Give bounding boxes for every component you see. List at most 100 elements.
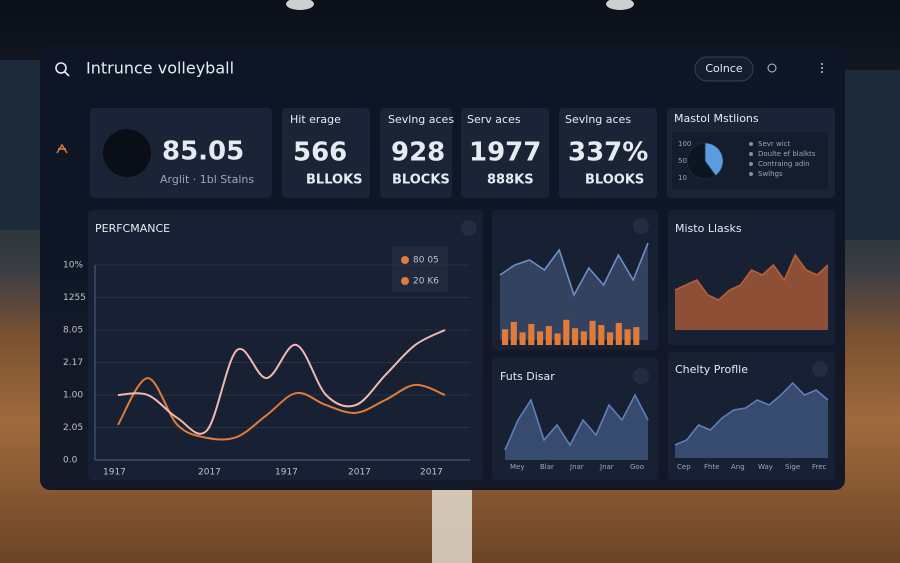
panel-button[interactable]: [633, 218, 649, 234]
bar: [545, 326, 552, 345]
bell-icon[interactable]: [767, 63, 777, 73]
x-tick-label: 1917: [103, 468, 126, 478]
x-tick-label: Ang: [731, 463, 745, 471]
legend-dot: [749, 162, 753, 166]
line-series: [117, 329, 446, 435]
x-tick-label: Jnar: [599, 463, 614, 471]
y-tick-label: 10%: [63, 261, 83, 271]
kpi-value: 928: [391, 138, 445, 168]
x-tick-label: Mey: [510, 463, 525, 471]
legend-dot: [749, 152, 753, 156]
card-title: Mastol Mstlions: [674, 112, 759, 125]
app-title: Intrunce volleyball: [86, 59, 234, 78]
area-line: [504, 393, 649, 451]
area-line: [674, 253, 829, 301]
panel-title: Chelty Proflle: [675, 363, 748, 376]
bar: [580, 331, 587, 345]
menu-icon: [821, 67, 823, 69]
panel-title: PERFCMANCE: [95, 222, 170, 235]
pie-axis-label: 10: [678, 174, 687, 182]
kpi-caption: Arglit · 1bl Stalns: [160, 173, 254, 186]
x-tick-label: Jnar: [569, 463, 584, 471]
kpi-label: Serv aces: [467, 113, 521, 126]
legend-label: 20 K6: [413, 277, 439, 287]
kpi-card: [282, 108, 370, 198]
kpi-label: Hit erage: [290, 113, 341, 126]
light: [606, 0, 634, 10]
header-button[interactable]: [694, 56, 754, 82]
y-tick-label: 1.00: [63, 391, 83, 401]
y-tick-label: 1255: [63, 293, 86, 303]
pie-slice: [704, 142, 724, 176]
stand-right: [845, 70, 900, 240]
sidebar-icon[interactable]: [56, 143, 68, 154]
panel-title: Misto Llasks: [675, 222, 742, 235]
kpi-card: [559, 108, 657, 198]
x-tick-label: Frec: [812, 463, 827, 471]
x-tick-label: 2017: [420, 468, 443, 478]
kpi-unit: BLOOKS: [585, 173, 644, 188]
bar: [633, 327, 640, 345]
bar: [624, 329, 631, 345]
bar: [502, 329, 509, 345]
area-fill: [675, 383, 828, 458]
legend-label: Contraing adin: [758, 160, 810, 168]
light: [286, 0, 314, 10]
futs-panel: [492, 357, 658, 480]
court-line: [432, 490, 472, 563]
kpi-unit: BLOCKS: [392, 173, 450, 188]
x-tick-label: Goo: [630, 463, 644, 471]
area-line: [674, 381, 829, 446]
kpi-value: 566: [293, 138, 347, 168]
kpi-label: Sevlng aces: [388, 113, 454, 126]
pie-axis-label: 100: [678, 140, 691, 148]
y-tick-label: 2.17: [63, 358, 83, 368]
kpi-card: [380, 108, 452, 198]
area-line: [499, 242, 649, 298]
area-fill: [505, 395, 648, 460]
x-tick-label: Way: [758, 463, 773, 471]
x-tick-label: 2017: [198, 468, 221, 478]
legend-dot: [749, 172, 753, 176]
bar: [510, 321, 517, 345]
menu-icon[interactable]: [821, 63, 823, 65]
y-tick-label: 8.05: [63, 326, 83, 336]
bar: [563, 319, 570, 345]
bar: [598, 325, 605, 345]
bar: [615, 322, 622, 345]
legend-label: Swlhgs: [758, 170, 783, 178]
line-series: [117, 377, 446, 441]
header-button-label: Colnce: [705, 62, 742, 75]
y-tick-label: 2.05: [63, 423, 83, 433]
x-tick-label: 1917: [275, 468, 298, 478]
panel-button[interactable]: [812, 361, 828, 377]
x-tick-label: Blar: [540, 463, 554, 471]
bar: [537, 331, 544, 345]
performance-panel: [88, 210, 483, 480]
area-fill: [500, 243, 648, 340]
legend-dot: [749, 142, 753, 146]
area-fill: [675, 255, 828, 330]
x-tick-label: 2017: [348, 468, 371, 478]
kpi-card: [90, 108, 272, 198]
legend-label: Sevr wict: [758, 140, 791, 148]
menu-icon: [821, 71, 823, 73]
bar: [554, 333, 561, 345]
add-button[interactable]: [461, 220, 477, 236]
x-tick-label: Sige: [785, 463, 800, 471]
search-icon[interactable]: [55, 62, 67, 74]
panel-button[interactable]: [633, 368, 649, 384]
panel-title: Futs Disar: [500, 370, 555, 383]
bar: [519, 332, 526, 345]
bar: [589, 320, 596, 345]
legend-label: 80 05: [413, 256, 439, 266]
pie-axis-label: 50: [678, 157, 687, 165]
kpi-unit: BLLOKS: [306, 173, 363, 188]
kpi-card: [461, 108, 549, 198]
x-tick-label: Fhte: [704, 463, 720, 471]
legend-dot: [401, 256, 409, 264]
ball-icon: [103, 129, 151, 177]
x-tick-label: Cep: [677, 463, 691, 471]
bar: [607, 332, 614, 345]
